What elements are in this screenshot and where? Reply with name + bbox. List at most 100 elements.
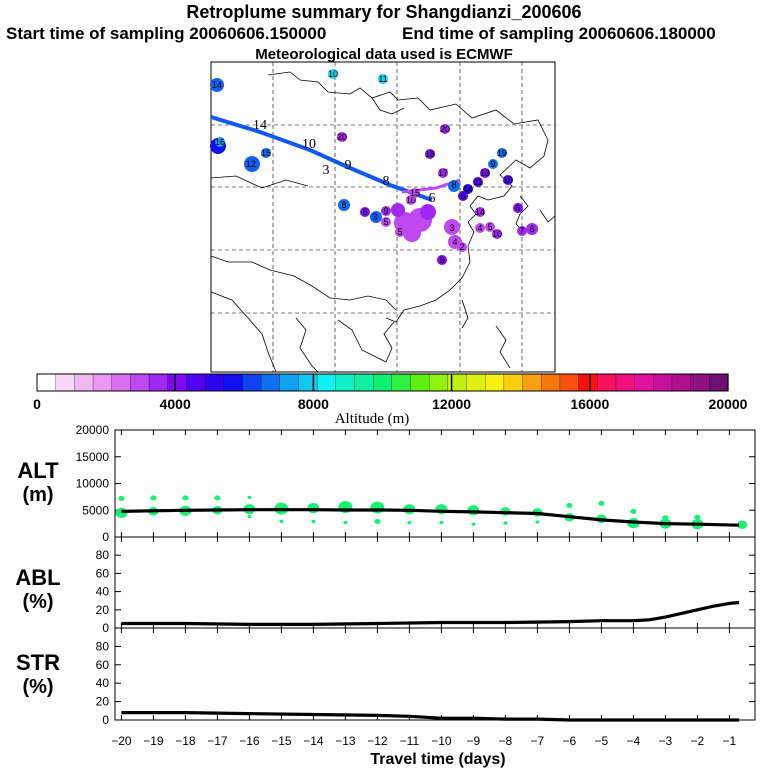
panel-frame xyxy=(114,536,756,629)
colorbar-tick-label: 8000 xyxy=(298,396,329,412)
colorbar-swatch xyxy=(485,373,505,392)
x-tick-label: −2 xyxy=(691,734,705,748)
day-marker-label: 6 xyxy=(460,191,465,201)
x-tick-label: −11 xyxy=(400,734,420,748)
y-tick-label: 40 xyxy=(96,676,110,690)
day-marker: 20 xyxy=(440,124,450,134)
trajectory-line xyxy=(210,115,433,202)
x-tick-label: −6 xyxy=(563,734,577,748)
india-coast xyxy=(210,291,277,373)
y-tick-label: 0 xyxy=(102,621,109,635)
day-marker-label: 19 xyxy=(497,148,507,158)
colorbar-swatch xyxy=(92,373,113,392)
colorbar-swatch xyxy=(36,373,57,392)
day-marker-label: 10 xyxy=(492,229,502,239)
day-marker-dot xyxy=(370,212,380,222)
colorbar-swatch xyxy=(671,373,692,392)
colorbar-swatch xyxy=(653,373,673,392)
x-tick-label: −1 xyxy=(723,734,737,748)
day-marker-label: 14 xyxy=(463,184,473,194)
day-marker: 3 xyxy=(370,212,380,222)
day-marker: 6 xyxy=(527,224,537,234)
panel-frame xyxy=(114,429,756,538)
altitude-cluster-dot xyxy=(535,520,540,524)
day-marker-dot xyxy=(513,203,523,213)
day-marker: 20 xyxy=(337,132,347,142)
x-tick-label: −18 xyxy=(175,734,196,748)
day-marker-dot xyxy=(449,180,459,190)
philippines-coast xyxy=(495,325,511,369)
x-tick-label: −4 xyxy=(627,734,641,748)
day-marker-dot xyxy=(212,80,222,90)
day-marker: 3 xyxy=(447,223,457,233)
colorbar-frame xyxy=(36,373,729,392)
time-series-panels: 05000100001500020000ALT(m)020406080ABL(%… xyxy=(15,423,756,727)
colorbar-swatch xyxy=(74,373,94,392)
x-tick-label: −15 xyxy=(271,734,292,748)
day-marker: 11 xyxy=(473,177,483,187)
day-marker-dot xyxy=(440,124,450,134)
altitude-cluster-dot xyxy=(566,502,573,508)
panel-ylabel: STR xyxy=(16,650,60,675)
colorbar-swatch xyxy=(335,373,356,392)
x-tick-label: −5 xyxy=(595,734,609,748)
colorbar-swatch xyxy=(373,373,393,392)
day-marker: 7 xyxy=(517,226,527,236)
day-marker-label: 11 xyxy=(473,177,482,187)
altitude-cluster-dot xyxy=(471,522,476,526)
end-time-label: End time of sampling 20060606.180000 xyxy=(402,24,716,43)
day-marker: 4 xyxy=(475,223,485,233)
day-marker-label: 8 xyxy=(451,180,456,190)
day-marker-dot xyxy=(485,222,495,232)
colorbar-swatch xyxy=(130,373,150,392)
panel-frame xyxy=(114,627,756,721)
altitude-cluster-dot xyxy=(214,495,221,501)
colorbar-swatch xyxy=(522,373,542,392)
day-marker-label: 10 xyxy=(503,175,513,185)
altitude-colorbar: 0 4000 8000 12000 16000 20000 Altitude (m) xyxy=(33,373,748,427)
day-marker: 6 xyxy=(513,203,523,213)
day-marker: 5 xyxy=(485,222,495,232)
altitude-cluster-dot xyxy=(343,520,348,525)
path-day-label: 8 xyxy=(383,174,390,189)
day-marker-label: 14 xyxy=(212,80,222,90)
day-marker-dot xyxy=(463,184,473,194)
altitude-cluster-dot xyxy=(247,495,252,500)
x-tick-label: −20 xyxy=(111,734,132,748)
day-marker-label: 6 xyxy=(362,207,367,217)
border-central xyxy=(210,175,309,189)
day-marker-dot xyxy=(447,223,457,233)
day-marker-label: 3 xyxy=(449,223,454,233)
x-tick-label: −16 xyxy=(239,734,260,748)
colorbar-tick-label: 16000 xyxy=(570,396,609,412)
day-marker-dot xyxy=(517,226,527,236)
day-marker: 5 xyxy=(381,217,391,227)
colorbar-swatch xyxy=(242,373,262,392)
korea-coast xyxy=(515,195,529,231)
day-marker-label: 5 xyxy=(397,227,402,237)
x-axis-title: Travel time (days) xyxy=(370,751,505,768)
colorbar-swatch xyxy=(503,373,524,392)
y-tick-label: 40 xyxy=(96,585,110,599)
day-marker-dot xyxy=(215,137,225,147)
day-marker-dot xyxy=(261,148,271,158)
series-line xyxy=(121,600,740,627)
day-marker: 2 xyxy=(457,242,467,252)
x-tick-label: −10 xyxy=(431,734,452,748)
altitude-cluster-dot xyxy=(439,520,444,525)
cluster-marker xyxy=(420,204,436,220)
colorbar-swatch xyxy=(410,373,430,392)
day-marker-dot xyxy=(503,175,513,185)
day-marker: 9 xyxy=(488,159,498,169)
day-marker-dot xyxy=(450,237,460,247)
altitude-cluster-dot xyxy=(150,495,157,501)
day-marker-dot xyxy=(437,255,447,265)
day-marker-dot xyxy=(475,207,485,217)
y-tick-label: 20 xyxy=(96,695,110,709)
lake-baikal xyxy=(371,97,405,115)
altitude-cluster-dot xyxy=(247,514,252,519)
colorbar-swatch xyxy=(167,373,188,392)
japan-coast xyxy=(539,209,556,223)
day-marker: 12 xyxy=(246,159,256,169)
